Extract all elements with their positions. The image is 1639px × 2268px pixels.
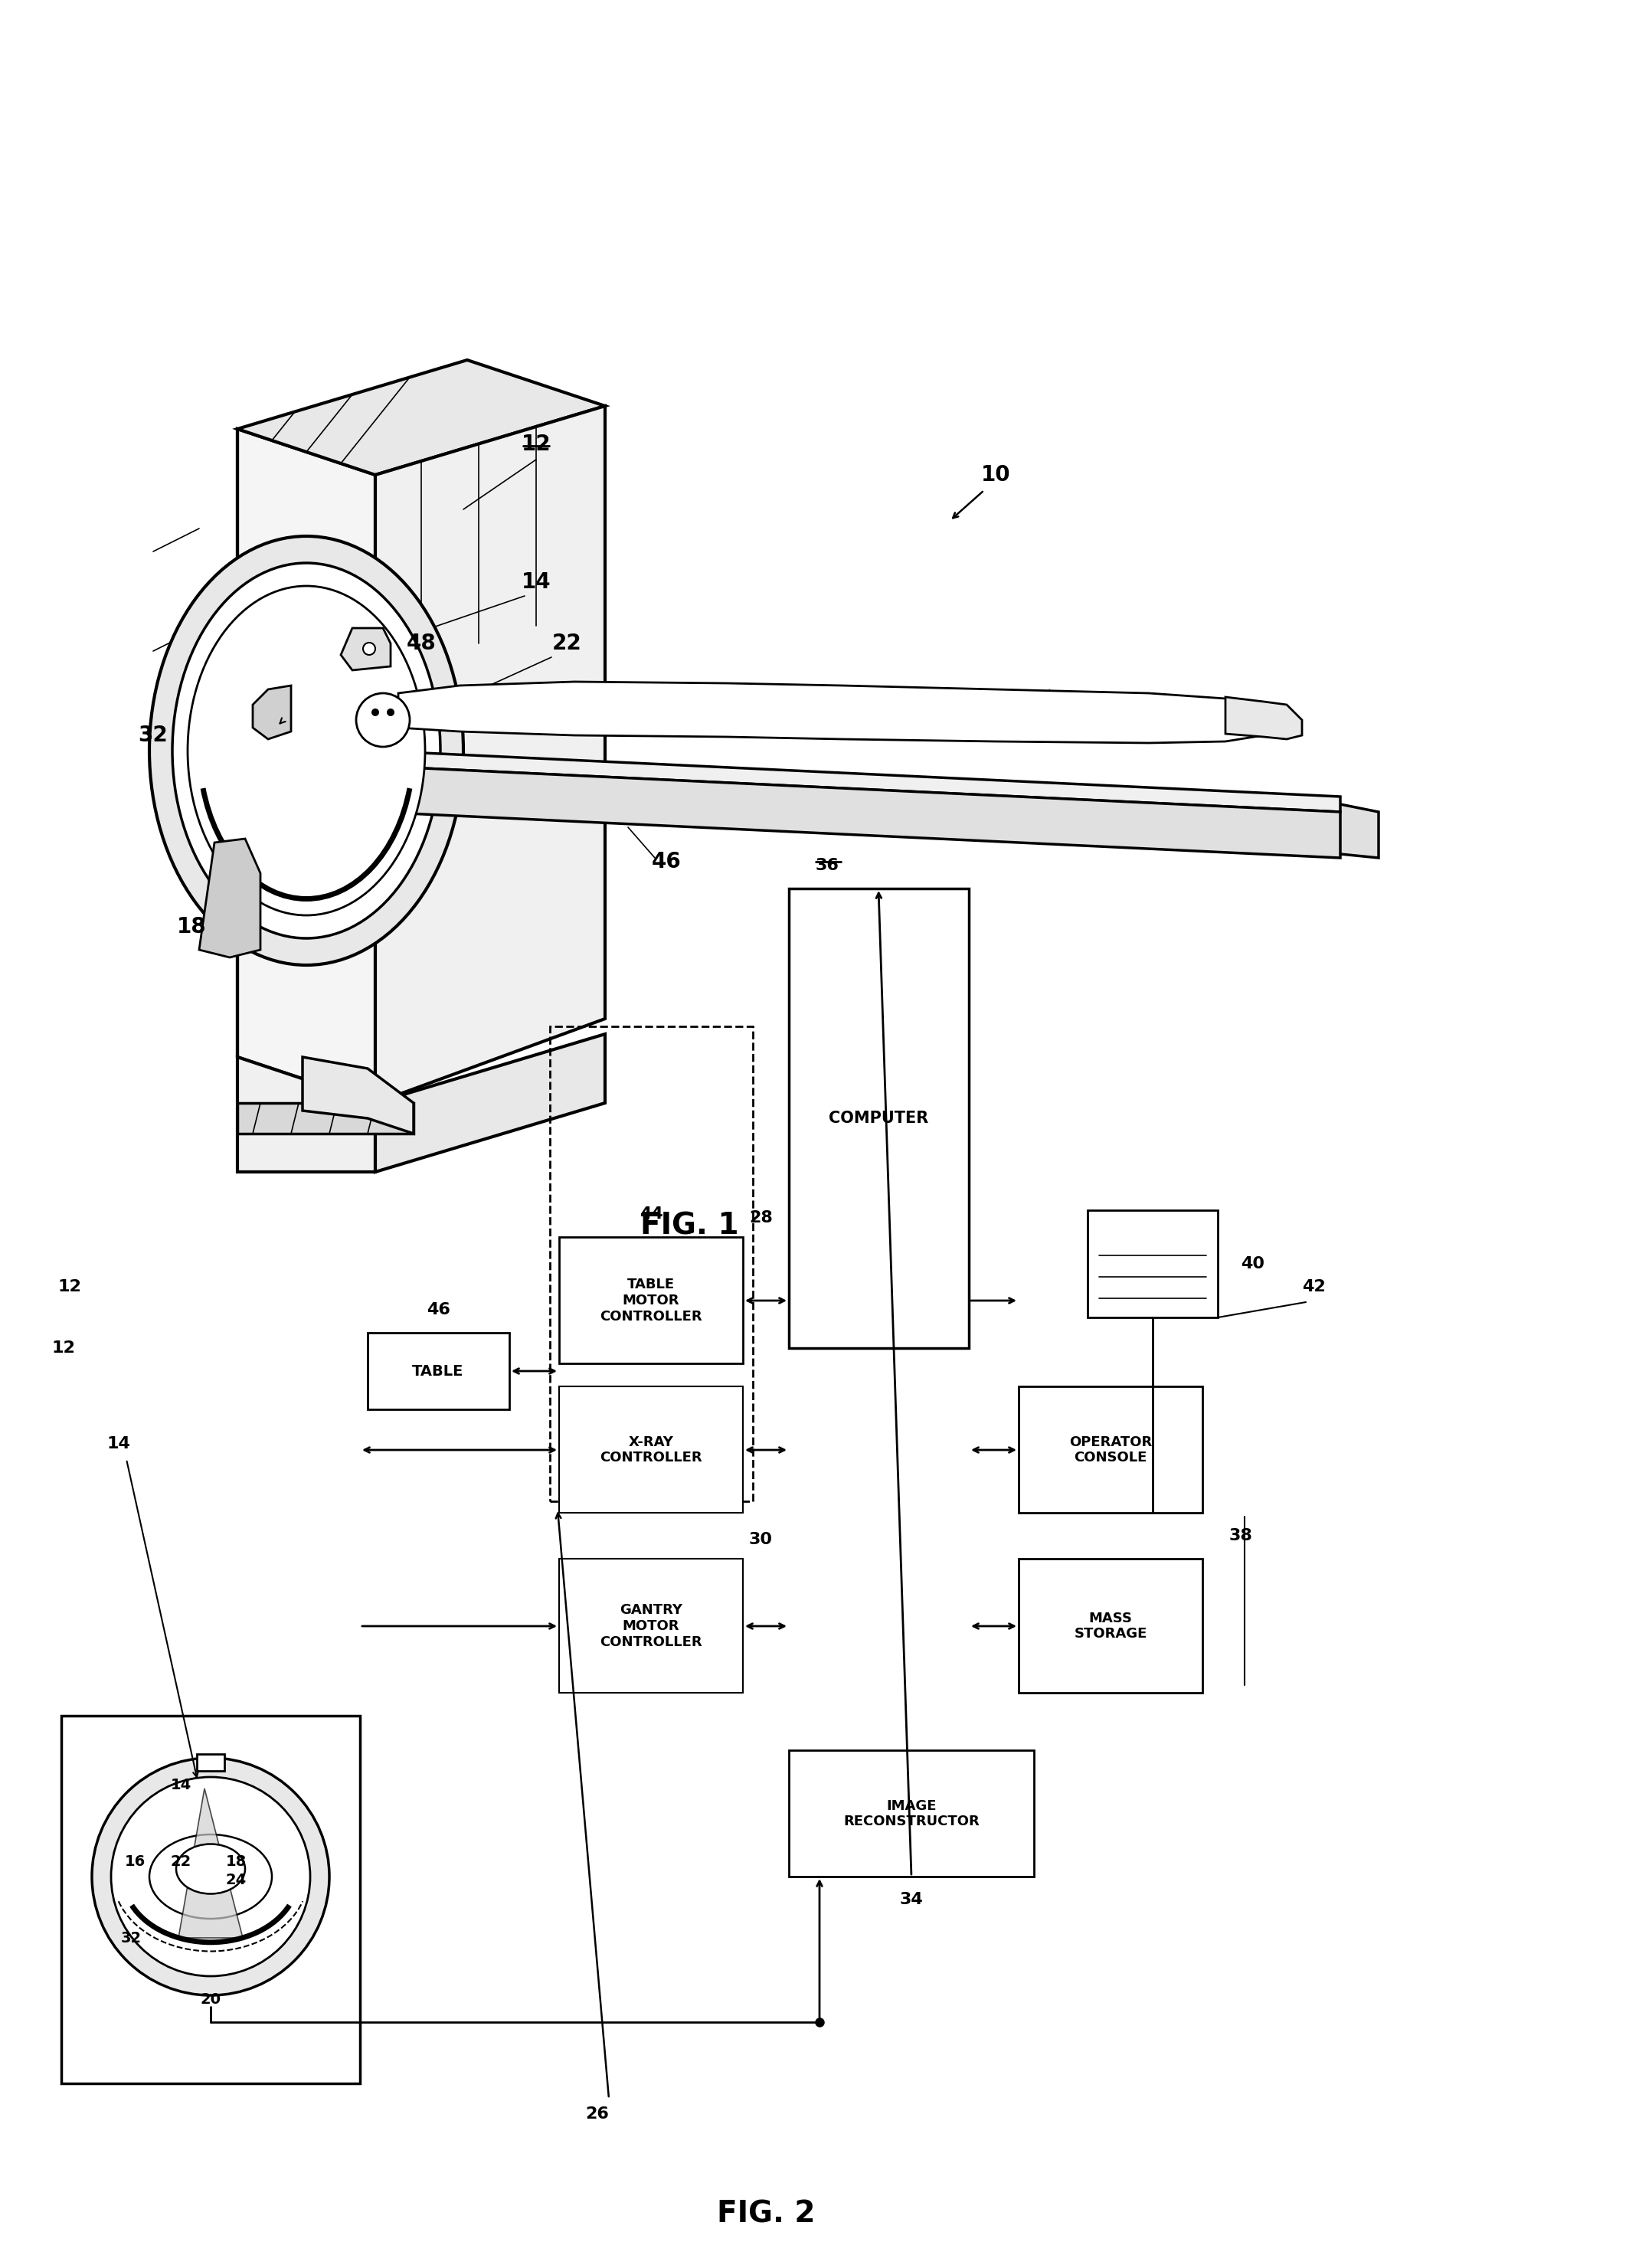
Text: 24: 24 [226,1873,247,1887]
Text: 14: 14 [521,572,551,592]
Polygon shape [198,839,261,957]
Bar [788,1751,1034,1876]
Text: 12: 12 [57,1279,80,1295]
Bar [788,889,969,1347]
Circle shape [372,708,379,717]
Bar [551,1027,752,1501]
Polygon shape [238,361,605,474]
Text: 36: 36 [815,857,839,873]
Polygon shape [303,1057,413,1134]
Text: 30: 30 [749,1531,772,1547]
Bar [1018,1558,1203,1692]
Text: 16: 16 [125,1853,146,1869]
Text: 18: 18 [226,1853,247,1869]
Polygon shape [341,628,390,671]
Bar [1018,1386,1203,1513]
Text: OPERATOR
CONSOLE: OPERATOR CONSOLE [1069,1436,1152,1465]
Ellipse shape [172,562,441,939]
Text: 14: 14 [170,1778,192,1792]
Text: 46: 46 [426,1302,451,1318]
Polygon shape [238,429,375,1102]
Bar [197,1753,225,1771]
Text: 46: 46 [651,850,682,873]
Bar [559,1386,742,1513]
Text: 42: 42 [1301,1279,1326,1295]
Text: 22: 22 [552,633,582,653]
Text: 48: 48 [406,633,436,653]
Polygon shape [179,1789,243,1937]
Ellipse shape [149,535,464,966]
Text: 38: 38 [1229,1529,1252,1545]
Text: FIG. 2: FIG. 2 [716,2200,815,2227]
Circle shape [362,642,375,655]
Text: 34: 34 [900,1892,923,1907]
Text: 22: 22 [170,1853,192,1869]
Text: FIG. 1: FIG. 1 [641,1211,739,1241]
Polygon shape [375,751,1341,812]
Text: 18: 18 [177,916,207,937]
Text: 12: 12 [52,1340,75,1356]
Text: TABLE: TABLE [413,1363,464,1379]
Polygon shape [238,1102,413,1134]
Circle shape [387,708,395,717]
Text: X-RAY
CONTROLLER: X-RAY CONTROLLER [600,1436,701,1465]
Text: 32: 32 [121,1930,141,1946]
Text: GANTRY
MOTOR
CONTROLLER: GANTRY MOTOR CONTROLLER [600,1603,701,1649]
Text: IMAGE
RECONSTRUCTOR: IMAGE RECONSTRUCTOR [844,1799,980,1828]
Polygon shape [375,406,605,1102]
Text: 12: 12 [521,433,551,456]
Text: 14: 14 [107,1436,131,1452]
Text: 26: 26 [585,2107,610,2121]
Bar [559,1236,742,1363]
Ellipse shape [149,1835,272,1919]
Text: 44: 44 [639,1207,662,1222]
Bar [61,1717,361,2084]
Text: TABLE
MOTOR
CONTROLLER: TABLE MOTOR CONTROLLER [600,1277,701,1325]
Polygon shape [375,767,1341,857]
Text: 20: 20 [200,1991,221,2007]
Text: MASS
STORAGE: MASS STORAGE [1074,1610,1147,1642]
Ellipse shape [175,1844,246,1894]
Circle shape [356,694,410,746]
Polygon shape [375,1034,605,1173]
Ellipse shape [187,585,425,916]
Polygon shape [398,683,1264,744]
Polygon shape [1301,805,1378,857]
Text: COMPUTER: COMPUTER [829,1111,928,1125]
Text: 10: 10 [980,465,1011,485]
Circle shape [111,1778,310,1975]
Polygon shape [238,1057,375,1173]
Text: 40: 40 [1241,1256,1264,1272]
Bar [559,1558,742,1692]
Circle shape [92,1758,329,1996]
Polygon shape [252,685,292,739]
Text: 28: 28 [749,1211,772,1225]
Bar [367,1334,510,1408]
Bar [1088,1211,1218,1318]
Polygon shape [1226,696,1301,739]
Text: 32: 32 [138,723,169,746]
